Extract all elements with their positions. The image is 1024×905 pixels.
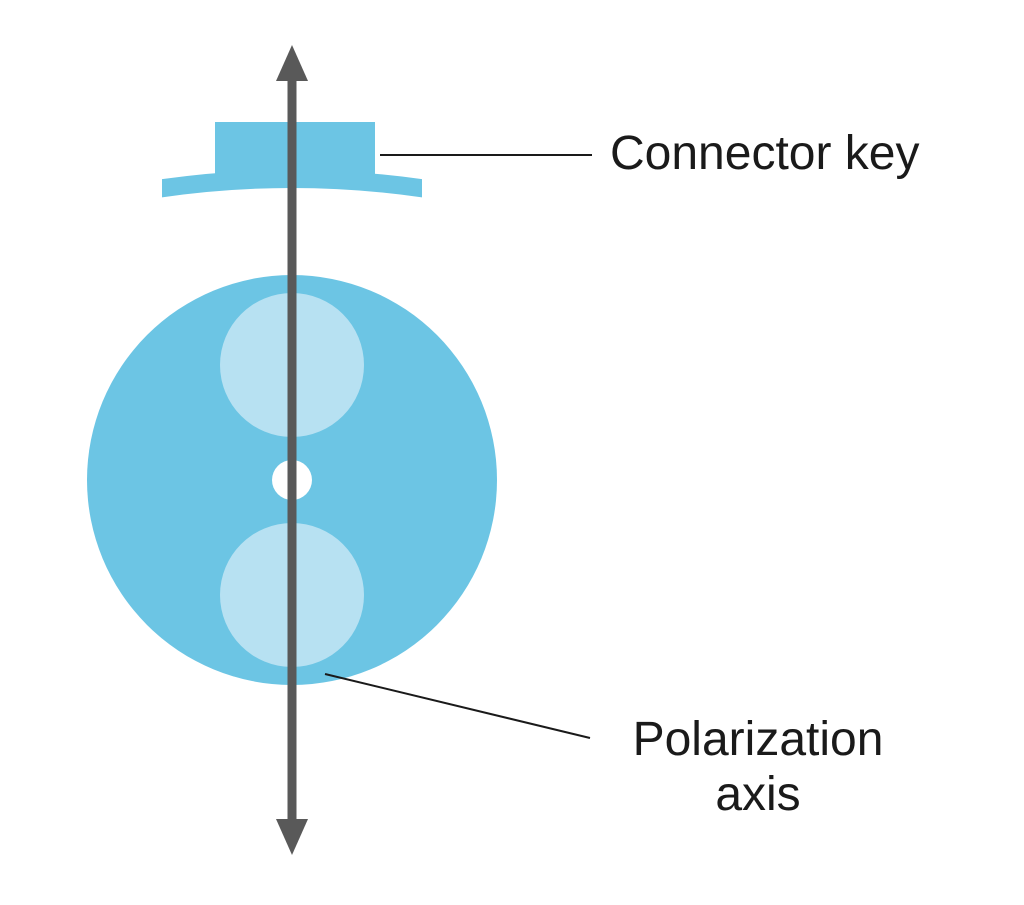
arrowhead-up-icon bbox=[276, 45, 308, 81]
arrowhead-down-icon bbox=[276, 819, 308, 855]
diagram-stage: Connector key Polarization axis bbox=[0, 0, 1024, 905]
label-connector-key: Connector key bbox=[610, 126, 920, 181]
label-polarization-axis: Polarization axis bbox=[608, 712, 908, 822]
leader-polarization-axis bbox=[325, 674, 590, 738]
